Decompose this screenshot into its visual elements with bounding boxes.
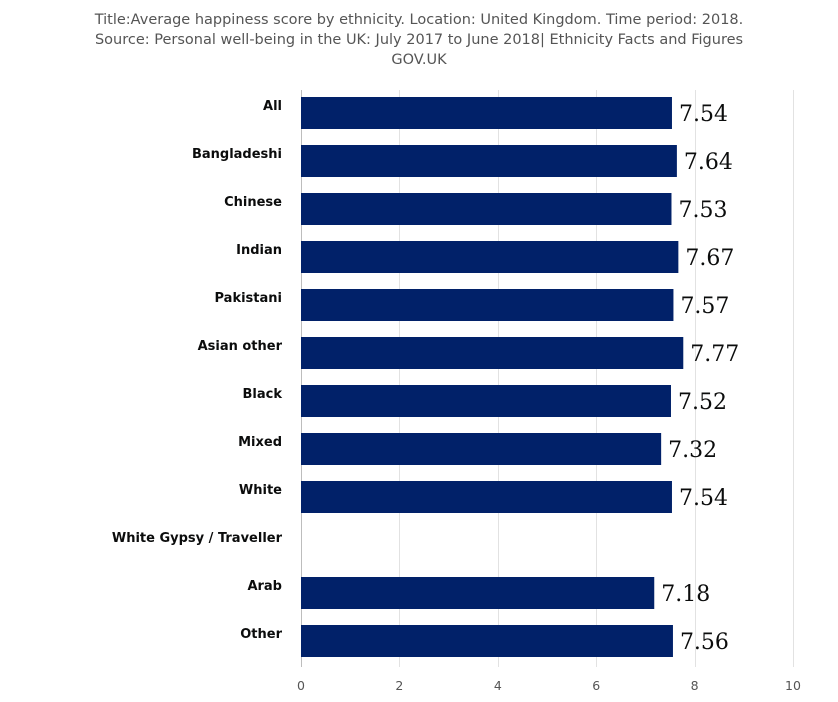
category-label: Chinese <box>224 195 282 210</box>
chart-title: Title:Average happiness score by ethnici… <box>0 10 838 70</box>
category-label: All <box>263 99 282 114</box>
chart-bars <box>301 97 684 657</box>
category-label: White <box>239 483 282 498</box>
value-label: 7.54 <box>679 486 728 511</box>
bar-bangladeshi <box>301 145 677 177</box>
category-label: Mixed <box>238 435 282 450</box>
value-label: 7.53 <box>678 198 727 223</box>
category-label: Black <box>243 387 283 402</box>
category-labels: All Bangladeshi Chinese Indian Pakistani Asia… <box>112 99 283 642</box>
category-label: Asian other <box>198 339 283 354</box>
value-label: 7.52 <box>678 390 727 415</box>
bar-arab <box>301 577 655 609</box>
x-tick-label: 0 <box>297 678 305 693</box>
bar-other <box>301 625 673 657</box>
category-label: White Gypsy / Traveller <box>112 531 283 546</box>
x-tick-label: 10 <box>785 678 801 693</box>
chart-title-line-2: Source: Personal well-being in the UK: J… <box>94 32 744 48</box>
value-labels: 7.54 7.64 7.53 7.67 7.57 7.77 7.52 7.32 7.54 7.18… <box>661 102 739 655</box>
category-label: Pakistani <box>215 291 283 306</box>
category-label: Indian <box>236 243 282 258</box>
bar-black <box>301 385 671 417</box>
x-tick-label: 2 <box>395 678 403 693</box>
bar-chinese <box>301 193 672 225</box>
x-tick-label: 8 <box>691 678 699 693</box>
bar-indian <box>301 241 679 273</box>
value-label: 7.54 <box>679 102 728 127</box>
value-label: 7.77 <box>690 342 739 367</box>
x-tick-label: 6 <box>592 678 600 693</box>
category-label: Arab <box>247 579 282 594</box>
chart-title-line-1: Title:Average happiness score by ethnici… <box>94 12 744 28</box>
x-axis-ticks: 0 2 4 6 8 10 <box>297 678 801 693</box>
chart-title-line-3: GOV.UK <box>391 52 447 68</box>
category-label: Bangladeshi <box>192 147 282 162</box>
bar-asian-other <box>301 337 684 369</box>
x-tick-label: 4 <box>494 678 502 693</box>
value-label: 7.67 <box>685 246 734 271</box>
value-label: 7.32 <box>668 438 717 463</box>
chart-gridlines <box>301 90 794 667</box>
bar-mixed <box>301 433 662 465</box>
value-label: 7.64 <box>684 150 733 175</box>
category-label: Other <box>240 627 282 642</box>
bar-all <box>301 97 672 129</box>
bar-white <box>301 481 672 513</box>
value-label: 7.56 <box>680 630 729 655</box>
value-label: 7.18 <box>661 582 710 607</box>
value-label: 7.57 <box>680 294 729 319</box>
bar-pakistani <box>301 289 674 321</box>
